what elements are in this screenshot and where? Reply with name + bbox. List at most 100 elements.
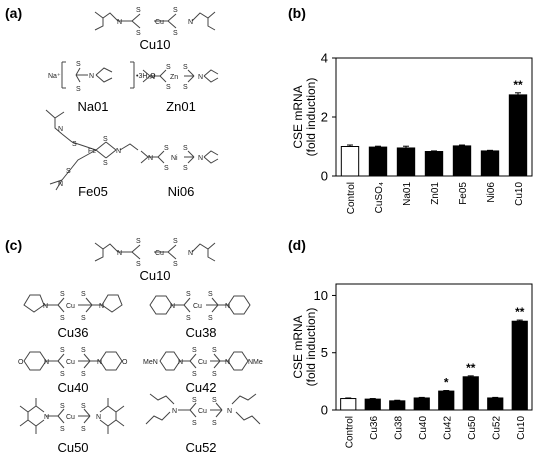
svg-text:S: S [183, 64, 188, 71]
compound-name-cu10-c: Cu10 [139, 268, 171, 283]
panel-label-c: (c) [5, 237, 23, 253]
svg-text:N: N [150, 74, 155, 81]
svg-text:S: S [136, 238, 141, 245]
svg-text:S: S [81, 426, 86, 433]
structure-cu52: N S S Cu S S N [145, 393, 261, 427]
svg-text:N: N [58, 126, 63, 133]
svg-text:N: N [117, 250, 122, 257]
svg-text:N: N [44, 359, 49, 366]
structure-cu50: N S S Cu S S N [19, 398, 125, 434]
compound-name-cu42: Cu42 [185, 380, 217, 395]
svg-text:S: S [208, 291, 213, 298]
compound-name-zn01: Zn01 [166, 99, 196, 114]
y-axis-label-unit: (fold induction) [304, 308, 318, 387]
panel-label-d: (d) [288, 237, 306, 253]
svg-text:S: S [81, 403, 86, 410]
svg-text:S: S [81, 291, 86, 298]
svg-text:S: S [60, 315, 65, 322]
structure-na01: Na⁺ S S N •3H₂O [48, 61, 156, 93]
svg-text:S: S [60, 291, 65, 298]
svg-text:Fe: Fe [88, 148, 96, 155]
svg-text:S: S [136, 261, 141, 268]
y-tick-label: 0 [321, 169, 328, 184]
svg-text:S: S [212, 397, 217, 404]
svg-text:S: S [192, 420, 197, 427]
x-tick-label: Cu38 [393, 416, 404, 440]
svg-text:Zn: Zn [170, 74, 178, 81]
svg-text:S: S [208, 315, 213, 322]
svg-text:S: S [173, 261, 178, 268]
svg-text:S: S [76, 86, 81, 93]
svg-text:S: S [166, 64, 171, 71]
x-tick-label: Fe05 [458, 182, 469, 205]
svg-text:S: S [173, 7, 178, 14]
bar [438, 390, 455, 411]
svg-text:S: S [192, 371, 197, 378]
structure-cu40: O N S S Cu S S N O [18, 347, 128, 378]
svg-text:S: S [212, 420, 217, 427]
svg-text:N: N [225, 303, 230, 310]
x-tick-label: Control [346, 182, 357, 214]
svg-text:S: S [60, 347, 65, 354]
x-tick-label: Cu52 [491, 416, 502, 440]
x-tick-label: CuSO₄ [374, 182, 385, 213]
svg-text:S: S [183, 145, 188, 152]
y-tick-label: 4 [321, 51, 328, 66]
svg-text:N: N [89, 73, 94, 80]
svg-text:S: S [103, 136, 108, 143]
compound-name-cu52: Cu52 [185, 440, 217, 455]
svg-text:S: S [166, 84, 171, 91]
x-tick-label: Control [344, 416, 355, 448]
svg-text:N: N [43, 303, 48, 310]
svg-text:S: S [173, 238, 178, 245]
svg-text:S: S [186, 315, 191, 322]
x-tick-label: Zn01 [430, 182, 441, 205]
svg-text:N: N [58, 181, 63, 188]
compound-name-cu36: Cu36 [57, 325, 89, 340]
svg-text:N: N [188, 19, 193, 26]
x-tick-label: Na01 [402, 182, 413, 206]
compound-name-ni06: Ni06 [167, 184, 195, 199]
svg-text:Ni: Ni [171, 155, 178, 162]
svg-text:O: O [122, 359, 128, 366]
panel-label-a: (a) [5, 5, 23, 21]
svg-text:N: N [96, 414, 101, 421]
svg-text:N: N [116, 148, 121, 155]
svg-text:N: N [170, 303, 175, 310]
svg-text:N: N [227, 408, 232, 415]
svg-text:N: N [44, 414, 49, 421]
svg-text:Cu: Cu [155, 19, 164, 26]
svg-text:S: S [192, 347, 197, 354]
x-tick-label: Cu10 [516, 416, 527, 440]
panel-label-b: (b) [288, 5, 306, 21]
svg-text:Cu: Cu [198, 359, 207, 366]
x-tick-label: Cu36 [369, 416, 380, 440]
compound-name-fe05: Fe05 [78, 184, 108, 199]
svg-text:Cu: Cu [66, 359, 75, 366]
svg-text:S: S [72, 141, 77, 148]
svg-text:Cu: Cu [66, 414, 75, 421]
x-tick-label: Cu50 [467, 416, 478, 440]
svg-text:NMe: NMe [248, 359, 263, 366]
significance-mark: * [444, 376, 449, 390]
svg-text:N: N [178, 359, 183, 366]
svg-text:S: S [212, 347, 217, 354]
svg-text:Cu: Cu [193, 303, 202, 310]
svg-text:S: S [81, 315, 86, 322]
structure-ni06: N S S Ni S S N [140, 145, 219, 172]
svg-text:N: N [117, 19, 122, 26]
svg-text:S: S [192, 397, 197, 404]
structure-zn01: N S S Zn S S N [142, 64, 219, 91]
bar [364, 398, 381, 411]
svg-text:N: N [225, 359, 230, 366]
bar [511, 320, 528, 411]
svg-text:S: S [173, 30, 178, 37]
svg-text:S: S [60, 426, 65, 433]
bar [487, 397, 504, 411]
y-axis-label: CSE mRNA [291, 85, 305, 148]
svg-text:S: S [164, 165, 169, 172]
svg-text:N: N [198, 155, 203, 162]
svg-text:S: S [66, 168, 71, 175]
